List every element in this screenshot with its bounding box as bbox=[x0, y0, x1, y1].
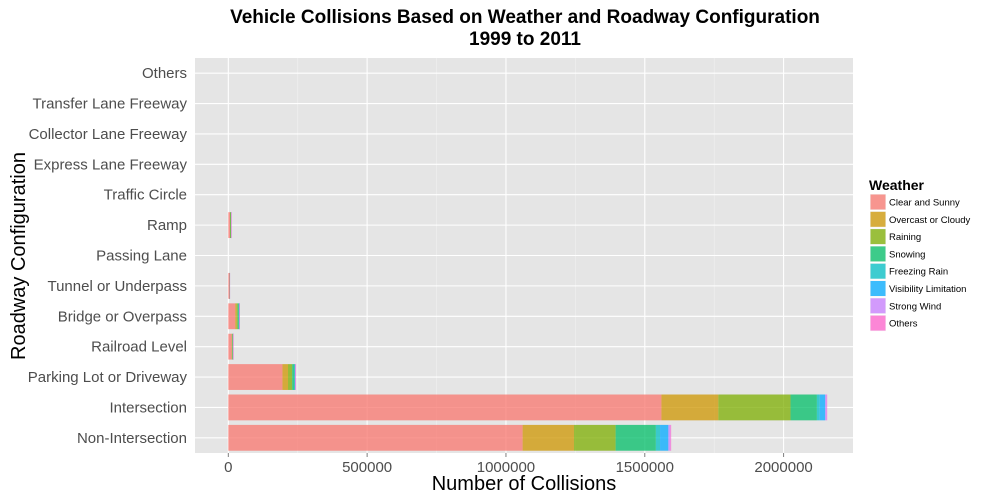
bar-segment bbox=[236, 303, 238, 330]
legend-label: Clear and Sunny bbox=[889, 198, 960, 209]
chart-subtitle: 1999 to 2011 bbox=[469, 29, 581, 50]
bar-segment bbox=[660, 424, 669, 451]
bar-segment bbox=[229, 272, 231, 299]
legend-label: Strong Wind bbox=[889, 301, 941, 312]
bar-segment bbox=[670, 424, 672, 451]
x-tick-label: 500000 bbox=[342, 459, 392, 476]
bar-segment bbox=[655, 424, 661, 451]
bar-segment bbox=[237, 303, 239, 330]
y-tick-label: Bridge or Overpass bbox=[58, 308, 187, 325]
bar-segment bbox=[230, 212, 231, 239]
y-tick-label: Railroad Level bbox=[91, 339, 187, 356]
y-tick-label: Non-Intersection bbox=[77, 430, 187, 447]
bar-segment bbox=[816, 394, 820, 421]
legend-swatch bbox=[870, 263, 886, 279]
y-tick-label: Passing Lane bbox=[96, 248, 187, 265]
bar-segment bbox=[661, 394, 719, 421]
bar-segment bbox=[288, 364, 293, 390]
bar-segment bbox=[228, 212, 230, 239]
bar-segment bbox=[228, 364, 283, 390]
legend-swatch bbox=[870, 194, 886, 210]
y-tick-label: Others bbox=[142, 65, 187, 82]
y-tick-label: Tunnel or Underpass bbox=[47, 278, 187, 295]
bar-segment bbox=[228, 303, 236, 330]
bar-segment bbox=[235, 303, 237, 330]
bar-segment bbox=[228, 424, 523, 451]
legend-swatch bbox=[870, 298, 886, 314]
legend-label: Visibility Limitation bbox=[889, 284, 966, 295]
bar-segment bbox=[522, 424, 574, 451]
bar-segment bbox=[228, 394, 662, 421]
x-tick-label: 2000000 bbox=[754, 459, 812, 476]
bar-segment bbox=[295, 364, 296, 390]
bar-segment bbox=[294, 364, 295, 390]
bar-segment bbox=[573, 424, 616, 451]
bar-segment bbox=[231, 212, 232, 239]
bar-segment bbox=[668, 424, 671, 451]
bar-segment bbox=[232, 333, 234, 360]
bar-segment bbox=[239, 303, 240, 330]
bar-segment bbox=[825, 394, 827, 421]
bar-segment bbox=[819, 394, 826, 421]
legend-swatch bbox=[870, 229, 886, 245]
legend-label: Snowing bbox=[889, 249, 925, 260]
bar-segment bbox=[228, 272, 230, 299]
bar-segment bbox=[292, 364, 295, 390]
y-tick-label: Collector Lane Freeway bbox=[29, 126, 188, 143]
legend: Weather Clear and Sunny Overcast or Cloud… bbox=[869, 177, 971, 332]
legend-label: Freezing Rain bbox=[889, 267, 948, 278]
legend-label: Others bbox=[889, 319, 918, 330]
y-tick-labels: Non-Intersection Intersection Parking Lot … bbox=[28, 65, 188, 447]
y-tick-label: Transfer Lane Freeway bbox=[32, 96, 187, 113]
x-axis-label: Number of Collisions bbox=[432, 473, 617, 495]
x-tick-labels: 0 500000 1000000 1500000 2000000 bbox=[224, 453, 813, 476]
bar-segment bbox=[232, 333, 233, 360]
y-tick-label: Parking Lot or Driveway bbox=[28, 369, 188, 386]
legend-swatch bbox=[870, 211, 886, 227]
y-tick-label: Traffic Circle bbox=[104, 187, 187, 204]
legend-swatch bbox=[870, 246, 886, 262]
legend-label: Overcast or Cloudy bbox=[889, 215, 971, 226]
x-tick-label: 0 bbox=[224, 459, 232, 476]
bar-segment bbox=[229, 212, 231, 239]
bar-segment bbox=[230, 212, 232, 239]
bar-segment bbox=[231, 333, 233, 360]
bar-segment bbox=[826, 394, 828, 421]
legend-title: Weather bbox=[869, 177, 925, 193]
y-tick-label: Intersection bbox=[109, 399, 187, 416]
bar-segment bbox=[282, 364, 289, 390]
chart-title: Vehicle Collisions Based on Weather and … bbox=[230, 7, 820, 28]
legend-swatch bbox=[870, 281, 886, 296]
bar-segment bbox=[232, 333, 234, 360]
legend-swatch bbox=[870, 315, 886, 331]
bar-segment bbox=[718, 394, 791, 421]
bar-segment bbox=[790, 394, 817, 421]
x-tick-label: 1000000 bbox=[477, 459, 535, 476]
y-tick-label: Express Lane Freeway bbox=[34, 156, 188, 173]
bar-segment bbox=[615, 424, 656, 451]
y-axis-label: Roadway Configuration bbox=[8, 152, 30, 360]
legend-label: Raining bbox=[889, 232, 921, 243]
bar-segment bbox=[228, 333, 232, 360]
x-tick-label: 1500000 bbox=[616, 459, 674, 476]
y-tick-label: Ramp bbox=[147, 217, 187, 234]
bars bbox=[228, 212, 828, 451]
bar-segment bbox=[294, 364, 296, 390]
